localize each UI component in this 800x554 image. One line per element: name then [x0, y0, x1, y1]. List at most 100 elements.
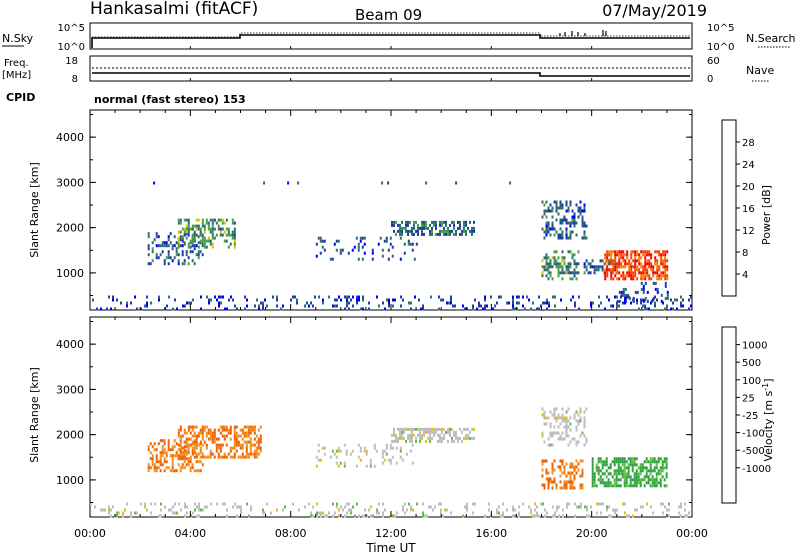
- heatmap-cell: [159, 244, 162, 248]
- heatmap-cell: [184, 304, 186, 308]
- heatmap-cell: [605, 469, 608, 473]
- heatmap-cell: [244, 295, 246, 299]
- heatmap-cell: [561, 268, 564, 272]
- heatmap-cell: [211, 227, 214, 231]
- heatmap-cell: [245, 446, 248, 450]
- heatmap-cell: [124, 508, 126, 512]
- heatmap-cell: [613, 481, 616, 485]
- heatmap-cell: [660, 253, 663, 257]
- heatmap-cell: [480, 304, 482, 308]
- heatmap-cell: [146, 508, 148, 512]
- heatmap-cell: [209, 239, 212, 243]
- heatmap-cell: [636, 250, 639, 254]
- heatmap-cell: [644, 304, 646, 308]
- heatmap-cell: [201, 239, 204, 243]
- heatmap-cell: [635, 484, 638, 488]
- heatmap-cell: [573, 416, 576, 420]
- heatmap-cell: [660, 502, 662, 506]
- heatmap-cell: [650, 277, 653, 281]
- heatmap-cell: [157, 466, 160, 470]
- heatmap-cell: [553, 233, 556, 237]
- heatmap-cell: [619, 472, 622, 476]
- heatmap-cell: [552, 505, 554, 509]
- heatmap-cell: [193, 244, 196, 248]
- heatmap-cell: [159, 460, 162, 464]
- heatmap-cell: [147, 235, 150, 239]
- heatmap-cell: [358, 295, 360, 299]
- heatmap-cell: [538, 514, 540, 518]
- heatmap-cell: [177, 218, 180, 222]
- heatmap-cell: [415, 427, 417, 431]
- heatmap-cell: [655, 481, 658, 485]
- heatmap-cell: [598, 295, 600, 299]
- heatmap-cell: [628, 514, 630, 518]
- heatmap-cell: [416, 502, 418, 506]
- heatmap-cell: [666, 304, 668, 308]
- heatmap-cell: [559, 233, 562, 237]
- heatmap-cell: [209, 452, 212, 456]
- heatmap-cell: [626, 271, 629, 275]
- heatmap-cell: [553, 468, 556, 472]
- heatmap-cell: [559, 434, 562, 438]
- heatmap-cell: [657, 469, 660, 473]
- heatmap-cell: [612, 265, 615, 269]
- heatmap-cell: [498, 505, 500, 509]
- heatmap-cell: [686, 514, 688, 518]
- heatmap-cell: [659, 472, 662, 476]
- heatmap-cell: [167, 439, 170, 443]
- heatmap-cell: [656, 298, 658, 302]
- heatmap-cell: [407, 239, 410, 243]
- heatmap-cell: [648, 253, 651, 257]
- heatmap-cell: [233, 443, 236, 447]
- heatmap-cell: [680, 304, 682, 308]
- freq-trace: [92, 72, 690, 77]
- heatmap-cell: [631, 466, 634, 470]
- power-panel-frame: [89, 109, 693, 311]
- heatmap-cell: [636, 508, 638, 512]
- heatmap-cell: [417, 226, 419, 230]
- heatmap-cell: [586, 514, 588, 518]
- heatmap-cell: [382, 514, 384, 518]
- heatmap-cell: [565, 268, 568, 272]
- heatmap-cell: [185, 449, 188, 453]
- heatmap-cell: [652, 511, 654, 515]
- heatmap-cell: [563, 437, 566, 441]
- heatmap-cell: [231, 236, 234, 240]
- heatmap-cell: [455, 229, 457, 233]
- heatmap-cell: [173, 439, 176, 443]
- heatmap-cell: [656, 259, 659, 263]
- heatmap-cell: [316, 514, 318, 518]
- heatmap-cell: [604, 277, 607, 281]
- heatmap-cell: [201, 253, 204, 257]
- heatmap-cell: [666, 508, 668, 512]
- heatmap-cell: [643, 484, 646, 488]
- heatmap-cell: [233, 227, 236, 231]
- heatmap-cell: [593, 475, 596, 479]
- heatmap-cell: [194, 508, 196, 512]
- heatmap-cell: [630, 256, 633, 260]
- heatmap-cell: [646, 271, 649, 275]
- heatmap-cell: [253, 443, 256, 447]
- heatmap-cell: [688, 307, 690, 311]
- heatmap-cell: [389, 458, 392, 462]
- heatmap-cell: [596, 511, 598, 515]
- heatmap-cell: [253, 437, 256, 441]
- heatmap-cell: [321, 245, 324, 249]
- heatmap-cell: [343, 464, 346, 468]
- heatmap-cell: [547, 480, 550, 484]
- heatmap-cell: [578, 505, 580, 509]
- heatmap-cell: [104, 508, 106, 512]
- heatmap-cell: [339, 251, 342, 255]
- heatmap-cell: [208, 301, 210, 305]
- heatmap-cell: [573, 413, 576, 417]
- heatmap-cell: [621, 463, 624, 467]
- heatmap-cell: [634, 253, 637, 257]
- heatmap-cell: [245, 455, 248, 459]
- heatmap-cell: [660, 271, 663, 275]
- heatmap-cell: [573, 221, 576, 225]
- heatmap-cell: [650, 301, 652, 305]
- heatmap-cell: [201, 463, 204, 467]
- heatmap-cell: [597, 478, 600, 482]
- heatmap-cell: [545, 422, 548, 426]
- heatmap-cell: [425, 439, 427, 443]
